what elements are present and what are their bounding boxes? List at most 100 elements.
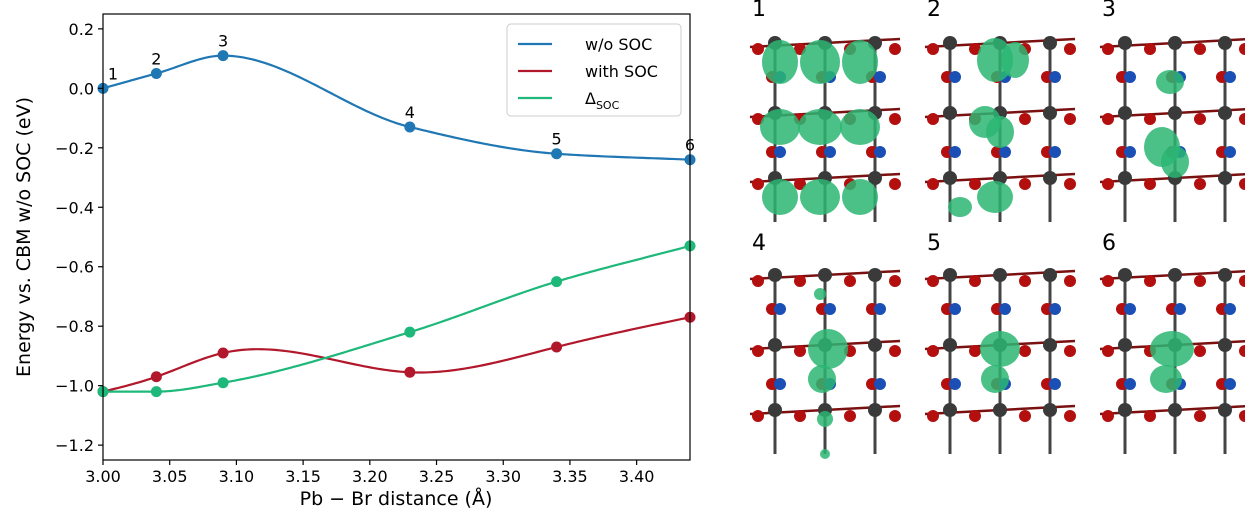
bromine-atom xyxy=(889,275,901,287)
bromine-atom xyxy=(1239,178,1245,190)
isosurface-lobe xyxy=(977,181,1013,213)
nitrogen-atom xyxy=(1224,378,1236,390)
bromine-atom xyxy=(1019,178,1031,190)
isosurface-lobe xyxy=(1150,331,1194,367)
lead-atom xyxy=(1043,36,1057,50)
axis-ticks: 3.00 3.05 3.10 3.15 3.20 3.25 3.30 3.35 3.40 0.2 0… xyxy=(55,20,654,486)
bromine-atom xyxy=(1239,275,1245,287)
nitrogen-atom xyxy=(874,303,886,315)
isosurface-lobe xyxy=(1150,365,1182,393)
x-tick-label: 3.25 xyxy=(419,467,455,486)
bromine-atom xyxy=(1019,345,1031,357)
isosurface-lobe xyxy=(762,179,798,215)
nitrogen-atom xyxy=(874,378,886,390)
bromine-atom xyxy=(1064,275,1076,287)
y-tick-label: 0.2 xyxy=(69,20,94,39)
y-tick-label: −0.4 xyxy=(55,198,94,217)
bromine-atom xyxy=(794,410,806,422)
isosurface-lobe xyxy=(980,331,1020,367)
isosurface-lobe xyxy=(817,411,833,427)
legend-entry: ΔSOC xyxy=(585,89,620,112)
nitrogen-atom xyxy=(949,146,961,158)
legend-entry: with SOC xyxy=(585,62,658,81)
structure-panel-5: 5 xyxy=(924,231,1076,454)
bromine-atom xyxy=(1194,178,1206,190)
bromine-atom xyxy=(1019,275,1031,287)
lead-atom xyxy=(1218,338,1232,352)
isosurface-lobe xyxy=(981,365,1009,393)
y-tick-label: −1.0 xyxy=(55,377,94,396)
nitrogen-atom xyxy=(874,71,886,83)
lead-atom xyxy=(1118,106,1132,120)
nitrogen-atom xyxy=(1224,303,1236,315)
bromine-atom xyxy=(969,410,981,422)
legend-box xyxy=(506,23,682,117)
bromine-atom xyxy=(844,275,856,287)
lead-atom xyxy=(1118,338,1132,352)
nitrogen-atom xyxy=(949,378,961,390)
structure-panel-1: 1 xyxy=(749,0,901,222)
bromine-atom xyxy=(927,275,939,287)
y-tick-label: −1.2 xyxy=(55,436,94,455)
bromine-atom xyxy=(927,43,939,55)
nitrogen-atom xyxy=(1224,146,1236,158)
bromine-atom xyxy=(1064,113,1076,125)
lead-atom xyxy=(768,268,782,282)
x-tick-label: 3.35 xyxy=(552,467,588,486)
lead-atom xyxy=(943,403,957,417)
x-tick-label: 3.30 xyxy=(485,467,521,486)
bromine-atom xyxy=(1144,410,1156,422)
isosurface-lobe xyxy=(1001,42,1029,78)
panel-number: 3 xyxy=(1102,0,1116,22)
x-axis-label: Pb − Br distance (Å) xyxy=(300,487,493,510)
bromine-atom xyxy=(1194,43,1206,55)
bromine-atom xyxy=(752,178,764,190)
nitrogen-atom xyxy=(949,71,961,83)
isosurface-lobe xyxy=(842,179,878,215)
bromine-atom xyxy=(889,113,901,125)
data-point xyxy=(217,347,229,359)
lead-atom xyxy=(1218,268,1232,282)
bromine-atom xyxy=(969,43,981,55)
bromine-atom xyxy=(1144,275,1156,287)
bromine-atom xyxy=(1019,410,1031,422)
nitrogen-atom xyxy=(999,303,1011,315)
bromine-atom xyxy=(1194,113,1206,125)
isosurface-lobe xyxy=(1161,146,1189,178)
series-line-1 xyxy=(103,54,690,161)
series-line-2 xyxy=(103,316,690,393)
nitrogen-atom xyxy=(1049,71,1061,83)
isosurface-lobe xyxy=(814,288,826,300)
legend-entry-name: with SOC xyxy=(585,62,658,81)
bromine-atom xyxy=(1102,345,1114,357)
nitrogen-atom xyxy=(774,303,786,315)
nitrogen-atom xyxy=(824,146,836,158)
lead-atom xyxy=(1218,403,1232,417)
isosurface-lobe xyxy=(800,179,840,215)
nitrogen-atom xyxy=(824,303,836,315)
bromine-atom xyxy=(844,410,856,422)
bromine-atom xyxy=(1194,345,1206,357)
data-point xyxy=(150,386,162,398)
structure-panel-3: 3 xyxy=(1099,0,1245,222)
data-point xyxy=(150,371,162,383)
nitrogen-atom xyxy=(1124,378,1136,390)
isosurface-lobe xyxy=(808,329,848,369)
nitrogen-atom xyxy=(1124,303,1136,315)
nitrogen-atom xyxy=(874,146,886,158)
bromine-atom xyxy=(752,43,764,55)
lead-atom xyxy=(1043,106,1057,120)
nitrogen-atom xyxy=(949,303,961,315)
structure-panel-4: 4 xyxy=(749,231,901,459)
isosurface-lobe xyxy=(762,40,798,84)
point-number-label: 5 xyxy=(551,130,561,149)
structure-panel-6: 6 xyxy=(1099,231,1245,454)
x-tick-label: 3.20 xyxy=(352,467,388,486)
nitrogen-atom xyxy=(1049,378,1061,390)
bromine-atom xyxy=(889,43,901,55)
nitrogen-atom xyxy=(1174,303,1186,315)
x-tick-label: 3.00 xyxy=(85,467,121,486)
point-number-label: 1 xyxy=(108,64,118,83)
